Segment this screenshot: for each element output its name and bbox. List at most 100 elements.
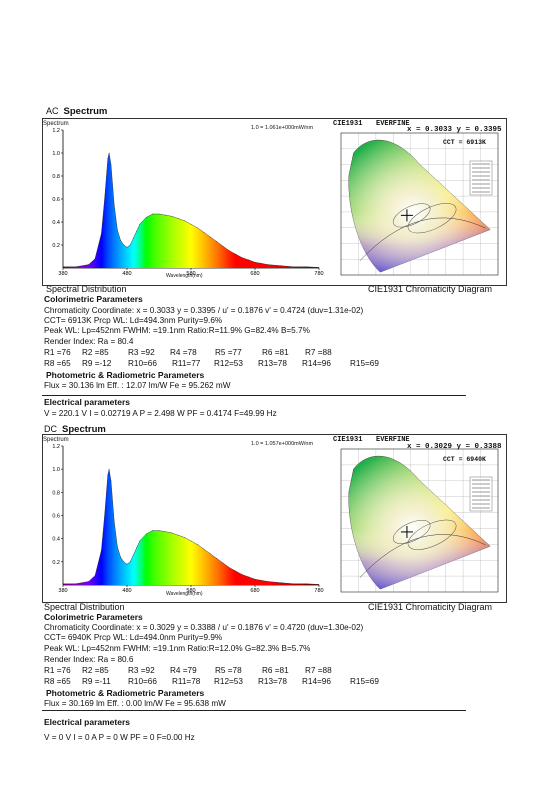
spectrum-point bbox=[88, 581, 89, 582]
photometric-heading: Photometric & Radiometric Parameters bbox=[46, 688, 205, 698]
spectrum-point bbox=[145, 533, 147, 535]
x-tick-label: 780 bbox=[314, 588, 323, 594]
x-tick-label: 480 bbox=[122, 271, 131, 277]
r-value: R10=66 bbox=[128, 359, 157, 368]
cie-cct: CCT = 6913K bbox=[443, 139, 486, 146]
cie-caption: CIE1931 Chromaticity Diagram bbox=[368, 602, 493, 612]
r-value: R12=53 bbox=[214, 359, 243, 368]
cie-cct: CCT = 6940K bbox=[443, 456, 486, 463]
spectrum-point bbox=[235, 253, 237, 255]
spectrum-point bbox=[108, 152, 110, 154]
spectrum-point bbox=[120, 556, 121, 558]
r-value: R2 =85 bbox=[82, 348, 109, 357]
spectrum-point bbox=[209, 236, 211, 238]
flux-line: Flux = 30.136 lm Eff. : 12.07 lm/W Fe = … bbox=[44, 381, 231, 390]
spectrum-axis-title: Spectrum bbox=[43, 121, 69, 127]
spectrum-point bbox=[177, 534, 179, 536]
cie-caption: CIE1931 Chromaticity Diagram bbox=[368, 284, 493, 294]
r-value: R7 =88 bbox=[305, 348, 332, 357]
r-value: R8 =65 bbox=[44, 677, 71, 686]
cie-legend-box bbox=[469, 476, 493, 512]
x-tick-label: 480 bbox=[122, 588, 131, 594]
photometric-heading: Photometric & Radiometric Parameters bbox=[46, 370, 205, 380]
spectrum-point bbox=[75, 266, 77, 268]
peak-line: Peak WL: Lp=452nm FWHM: =19.1nm Ratio:R=… bbox=[44, 644, 311, 653]
spectrum-point bbox=[108, 468, 110, 470]
spectrum-point bbox=[248, 259, 249, 261]
divider bbox=[42, 395, 466, 396]
spectrum-point bbox=[222, 245, 224, 247]
cie-title: CIE1931 bbox=[333, 436, 363, 444]
spectrum-point bbox=[241, 257, 243, 258]
spectrum-point bbox=[318, 584, 320, 585]
spectrum-point bbox=[123, 244, 125, 246]
spectrum-caption: Spectral Distribution bbox=[46, 284, 127, 294]
r-value: R14=96 bbox=[302, 677, 331, 686]
r-value: R9 =-11 bbox=[82, 677, 111, 686]
x-tick-label: 680 bbox=[250, 271, 259, 277]
tolerance-ellipse bbox=[392, 203, 431, 228]
spectrum-point bbox=[177, 218, 179, 219]
section-heading: Spectrum bbox=[63, 106, 108, 117]
spectrum-point bbox=[129, 561, 131, 563]
r-value: R4 =78 bbox=[170, 348, 197, 357]
electrical-line: V = 0 V I = 0 A P = 0 W PF = 0 F=0.00 Hz bbox=[44, 733, 195, 742]
y-tick-label: 0.4 bbox=[52, 220, 60, 226]
r-value: R11=77 bbox=[172, 359, 201, 368]
spectrum-point bbox=[261, 263, 262, 264]
spectrum-point bbox=[209, 553, 211, 555]
r-value: R3 =92 bbox=[128, 348, 155, 357]
spectrum-xlabel: Wavelength(nm) bbox=[166, 273, 203, 279]
r-value: R1 =76 bbox=[44, 666, 71, 675]
spectrum-chart-ac: 0.2 0.4 0.6 0.8 1.0 1.2 380 480 580 680 780 bbox=[52, 128, 323, 277]
spectrum-point bbox=[318, 267, 320, 268]
spectrum-point bbox=[152, 213, 153, 215]
spectrum-point bbox=[139, 540, 141, 542]
spectrum-point bbox=[152, 530, 153, 531]
spectrum-caption: Spectral Distribution bbox=[44, 602, 125, 612]
render-index-line: Render Index: Ra = 80.4 bbox=[44, 337, 134, 346]
r-value: R14=96 bbox=[302, 359, 331, 368]
spectrum-point bbox=[190, 540, 192, 542]
spectrum-point bbox=[62, 266, 64, 268]
cie-diagram-ac bbox=[340, 132, 499, 276]
spectrum-point bbox=[117, 546, 118, 548]
spectrum-point bbox=[158, 213, 160, 215]
cie-xy: x = 0.3033 y = 0.3395 bbox=[407, 126, 502, 134]
electrical-heading: Electrical parameters bbox=[44, 397, 130, 407]
mode-label: AC bbox=[46, 106, 59, 116]
spectrum-point bbox=[203, 232, 205, 233]
r-value: R12=53 bbox=[214, 677, 243, 686]
spectrum-point bbox=[171, 215, 173, 217]
spectrum-point bbox=[133, 554, 134, 556]
cct-line: CCT= 6940K Prcp WL: Ld=494.0nm Purity=9.… bbox=[44, 633, 223, 642]
spectrum-point bbox=[267, 264, 269, 265]
r-value: R5 =77 bbox=[215, 348, 242, 357]
cie-plot-border bbox=[340, 132, 499, 276]
y-tick-label: 1.2 bbox=[52, 128, 60, 134]
spectrum-point bbox=[110, 480, 112, 482]
spectrum-scale-note: 1.0 = 1.057e+000mW/nm bbox=[251, 441, 314, 447]
cie-brand: EVERFINE bbox=[376, 120, 410, 128]
r-value: R13=78 bbox=[258, 677, 287, 686]
mode-label: DC bbox=[44, 424, 57, 434]
spectrum-point bbox=[104, 515, 105, 516]
spectrum-point bbox=[197, 227, 198, 229]
colorimetric-heading: Colorimetric Parameters bbox=[44, 612, 143, 622]
cie-white-region bbox=[348, 456, 491, 590]
spectrum-chart-dc: 0.2 0.4 0.6 0.8 1.0 1.2 380 480 580 680 780 bbox=[52, 444, 323, 594]
y-tick-label: 0.8 bbox=[52, 174, 60, 180]
r-value: R10=66 bbox=[128, 677, 157, 686]
spectrum-point bbox=[139, 224, 141, 225]
spectrum-point bbox=[293, 266, 294, 268]
spectrum-point bbox=[280, 582, 281, 583]
x-tick-label: 580 bbox=[186, 588, 195, 594]
spectrum-point bbox=[171, 532, 173, 534]
x-tick-label: 380 bbox=[58, 271, 67, 277]
spectrum-point bbox=[107, 474, 109, 476]
spectrum-point bbox=[248, 576, 249, 578]
spectrum-point bbox=[133, 237, 134, 239]
section-dc-title: DC Spectrum bbox=[44, 424, 106, 435]
spectrum-point bbox=[280, 265, 281, 266]
spectrum-point bbox=[117, 229, 118, 231]
